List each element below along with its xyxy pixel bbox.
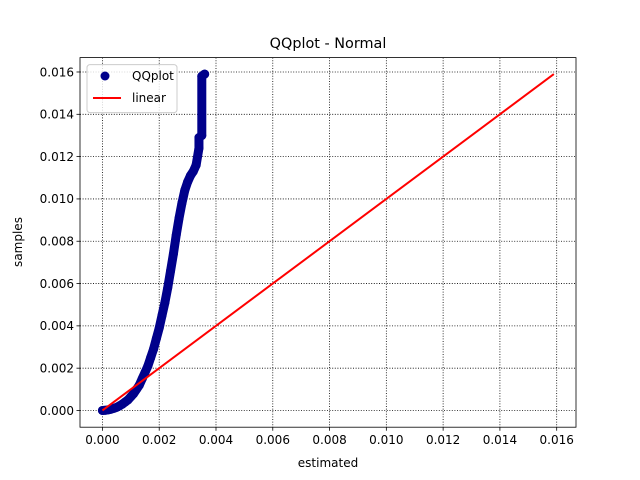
legend-box — [86, 64, 178, 114]
qqplot-point — [180, 185, 190, 195]
y-tick-label: 0.010 — [40, 192, 74, 206]
qqplot-point — [191, 160, 201, 170]
linear-line — [101, 73, 555, 412]
x-tick-label: 0.016 — [540, 433, 574, 447]
chart-title: QQplot - Normal — [270, 36, 387, 52]
series-layer — [97, 69, 555, 415]
qqplot-point — [157, 310, 167, 320]
y-tick-label: 0.014 — [40, 108, 74, 122]
x-tick-label: 0.002 — [142, 433, 176, 447]
qqplot-point — [160, 298, 170, 308]
y-tick-label: 0.006 — [40, 277, 74, 291]
x-tick-label: 0.006 — [256, 433, 290, 447]
ticks: 0.000 0.002 0.004 0.006 0.008 0.010 0.012 0.014… — [40, 65, 574, 447]
qqplot-point — [146, 353, 156, 363]
legend-label-linear: linear — [132, 91, 166, 105]
qqplot-point — [154, 323, 164, 333]
y-tick-label: 0.016 — [40, 65, 74, 79]
series-linear — [101, 73, 555, 412]
x-tick-label: 0.012 — [426, 433, 460, 447]
x-tick-label: 0.004 — [199, 433, 233, 447]
qqplot-point — [171, 230, 181, 240]
x-tick-label: 0.000 — [85, 433, 119, 447]
x-tick-label: 0.014 — [483, 433, 517, 447]
qqplot-point — [166, 266, 176, 276]
y-tick-label: 0.012 — [40, 150, 74, 164]
qqplot-point — [177, 198, 187, 208]
plot-frame — [79, 57, 577, 428]
y-tick-label: 0.000 — [40, 404, 74, 418]
qqplot-point — [149, 344, 159, 354]
qqplot-point — [174, 213, 184, 223]
y-tick-label: 0.008 — [40, 235, 74, 249]
legend-label-qqplot: QQplot — [132, 69, 174, 83]
qqplot-point — [200, 69, 210, 79]
qqplot-point — [168, 249, 178, 259]
x-tick-label: 0.010 — [369, 433, 403, 447]
y-tick-label: 0.004 — [40, 319, 74, 333]
y-axis-label: samples — [11, 217, 25, 267]
x-tick-label: 0.008 — [312, 433, 346, 447]
qqplot-point — [163, 283, 173, 293]
legend-marker-qqplot — [100, 71, 110, 81]
qqplot-point — [194, 143, 204, 153]
qqplot-point — [197, 130, 207, 140]
series-qqplot — [97, 69, 210, 415]
legend: QQplot linear — [86, 64, 178, 114]
y-tick-label: 0.002 — [40, 361, 74, 375]
qqplot-point — [151, 334, 161, 344]
qqplot-point — [143, 361, 153, 371]
x-axis-label: estimated — [298, 456, 358, 470]
